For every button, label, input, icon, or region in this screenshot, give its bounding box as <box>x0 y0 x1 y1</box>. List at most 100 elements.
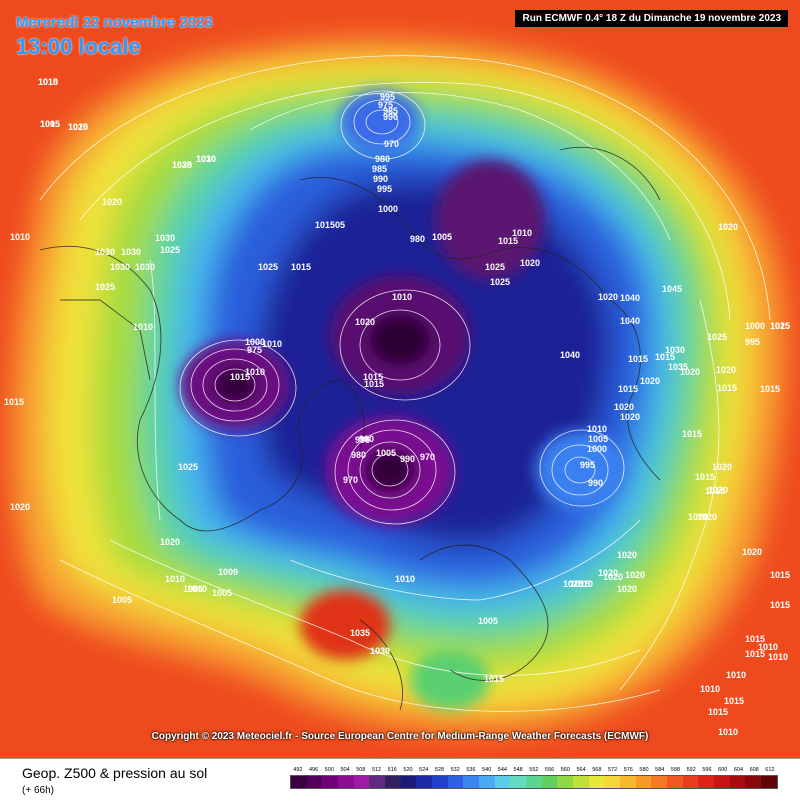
map-product-title: Geop. Z500 & pression au sol <box>22 765 208 781</box>
pressure-label: 1000 <box>587 444 607 454</box>
pressure-label: 1025 <box>770 321 790 331</box>
pressure-label: 1015 <box>364 379 384 389</box>
pressure-label: 1015 <box>570 579 590 589</box>
pressure-label: 1020 <box>603 572 623 582</box>
pressure-label: 1020 <box>520 258 540 268</box>
pressure-label: 985 <box>383 106 398 116</box>
pressure-label: 1010 <box>133 322 153 332</box>
pressure-label: 1015 <box>618 384 638 394</box>
pressure-label: 1015 <box>291 262 311 272</box>
pressure-label: 1030 <box>370 646 390 656</box>
pressure-label: 975 <box>378 100 393 110</box>
pressure-label: 1015 <box>705 486 725 496</box>
pressure-label: 1030 <box>172 160 192 170</box>
pressure-label: 1010 <box>245 367 265 377</box>
pressure-label: 1010 <box>768 652 788 662</box>
legend-label: 556 <box>545 767 555 773</box>
legend-label: 532 <box>450 767 460 773</box>
legend-swatch <box>400 776 417 788</box>
pressure-label: 1035 <box>668 362 688 372</box>
pressure-label: 1035 <box>350 628 370 638</box>
legend-label: 512 <box>371 767 382 773</box>
pressure-label: 1010 <box>262 339 282 349</box>
pressure-label: 1025 <box>563 579 583 589</box>
pressure-label: 1015 <box>363 372 383 382</box>
pressure-label: 1020 <box>640 376 660 386</box>
pressure-label: 1020 <box>716 365 736 375</box>
pressure-label: 1015 <box>498 236 518 246</box>
pressure-label: 1030 <box>196 154 216 164</box>
legend-color-bar <box>290 775 778 789</box>
pressure-label: 1025 <box>178 462 198 472</box>
pressure-label: 1005 <box>183 584 203 594</box>
pressure-label: 1040 <box>620 293 640 303</box>
pressure-label: 1020 <box>712 462 732 472</box>
legend-swatch <box>338 776 354 788</box>
legend-label: 548 <box>513 767 523 773</box>
legend-swatch <box>291 776 307 788</box>
legend-swatch <box>369 776 386 788</box>
copyright-notice: Copyright © 2023 Meteociel.fr - Source E… <box>151 731 649 742</box>
pressure-label: 980 <box>375 154 390 164</box>
pressure-label: 1015 <box>708 707 728 717</box>
legend-label: 528 <box>434 767 445 773</box>
pressure-label: 970 <box>384 139 399 149</box>
pressure-label: 1020 <box>697 512 717 522</box>
pressure-label: 1025 <box>485 262 505 272</box>
pressure-label: 1020 <box>10 502 30 512</box>
pressure-label: 1015 <box>68 122 88 132</box>
pressure-label: 1010 <box>395 574 415 584</box>
pressure-label: 1000 <box>745 321 765 331</box>
pressure-label: 1015 <box>38 77 58 87</box>
pressure-label: 1020 <box>617 584 637 594</box>
pressure-label: 1015 <box>724 696 744 706</box>
legend-label: 552 <box>529 767 539 773</box>
pressure-label: 995 <box>580 460 595 470</box>
legend-label: 544 <box>497 767 507 773</box>
pressure-label: 1015 <box>770 570 790 580</box>
pressure-label: 1010 <box>38 77 58 87</box>
pressure-label: 1025 <box>258 262 278 272</box>
pressure-label: 1020 <box>68 122 88 132</box>
pressure-label: 1015 <box>717 383 737 393</box>
legend-label: 580 <box>639 767 649 773</box>
pressure-label: 1010 <box>196 154 216 164</box>
pressure-label: 1005 <box>376 448 396 458</box>
pressure-label: 1010 <box>726 670 746 680</box>
weather-map: 1015 1010 1015 1025 1030 1020 1010 1030 1030 1030… <box>0 0 800 758</box>
legend-label: 500 <box>324 767 334 773</box>
legend-swatch <box>322 776 339 788</box>
pressure-label: 1010 <box>700 684 720 694</box>
pressure-label: 1020 <box>680 367 700 377</box>
pressure-label: 1030 <box>135 262 155 272</box>
pressure-label: 101505 <box>315 220 345 230</box>
pressure-label: 970 <box>420 452 435 462</box>
pressure-label: 1020 <box>614 402 634 412</box>
legend-labels: 492 496 500 504 508 512 516 520 524 528 532 536 540 5… <box>290 767 778 773</box>
legend-swatch <box>573 776 589 788</box>
legend-label: 568 <box>592 767 602 773</box>
legend-swatch <box>432 776 448 788</box>
legend-swatch <box>604 776 621 788</box>
pressure-label: 1020 <box>102 197 122 207</box>
pressure-label: 1020 <box>598 292 618 302</box>
legend-label: 608 <box>749 767 759 773</box>
legend-swatch <box>651 776 668 788</box>
legend-swatch <box>541 776 558 788</box>
pressure-label: 990 <box>383 112 398 122</box>
pressure-label: 1020 <box>708 485 728 495</box>
legend-label: 524 <box>419 767 429 773</box>
legend-swatch <box>682 776 699 788</box>
pressure-label: 970 <box>343 475 358 485</box>
pressure-label: 1015 <box>40 119 60 129</box>
pressure-label: 1015 <box>770 321 790 331</box>
pressure-label: 1020 <box>742 547 762 557</box>
legend-label: 584 <box>655 767 665 773</box>
legend-label: 596 <box>702 767 712 773</box>
pressure-label: 1015 <box>655 352 675 362</box>
pressure-label: 985 <box>372 164 387 174</box>
pressure-label: 1020 <box>718 222 738 232</box>
legend-label: 520 <box>403 767 413 773</box>
pressure-label: 1005 <box>478 616 498 626</box>
